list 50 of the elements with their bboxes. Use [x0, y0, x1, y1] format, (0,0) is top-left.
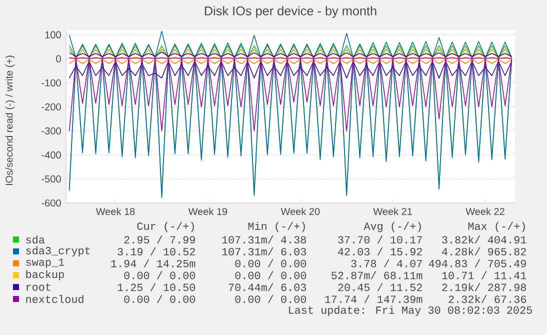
- y-tick-label: -300: [42, 127, 61, 134]
- text: 2.95 / 7.99: [124, 235, 195, 244]
- text: Avg (-/+): [364, 222, 421, 232]
- y-tick-label: 0: [56, 55, 61, 62]
- legend-label: backup: [26, 270, 64, 280]
- x-tick-label: Week 20: [280, 208, 320, 216]
- text: 0.00 / 0.00: [124, 271, 196, 280]
- text: 17.74 / 147.39m: [325, 294, 422, 303]
- text: Cur (-/+): [137, 222, 194, 232]
- text: 107.31m/ 4.38: [222, 235, 306, 244]
- text: 70.44m/ 6.03: [228, 283, 306, 292]
- legend-label: nextcloud: [26, 294, 84, 304]
- y-axis-title: IOs/second read (-) / write (+): [5, 56, 15, 186]
- y-tick-label: 100: [45, 31, 61, 38]
- text: 0.00 / 0.00: [235, 259, 306, 268]
- text: 20.45 / 11.52: [338, 283, 422, 292]
- legend-label: root: [26, 283, 50, 291]
- text: 3.78 / 4.07: [351, 259, 422, 268]
- chart-title: Disk IOs per device - by month: [204, 6, 376, 18]
- text: Min (-/+): [248, 222, 305, 232]
- y-tick-label: -200: [42, 103, 61, 110]
- text: 1.25 / 10.50: [118, 283, 196, 292]
- text: 42.03 / 15.92: [338, 247, 422, 256]
- text: 2.19k/ 287.98: [442, 283, 526, 292]
- text: 3.82k/ 404.91: [442, 235, 526, 244]
- y-tick-label: -400: [42, 151, 61, 158]
- legend-label: swap_1: [26, 258, 64, 268]
- text: 2.32k/ 67.36: [448, 294, 526, 303]
- legend-label: sda: [26, 235, 45, 244]
- text: 52.87m/ 68.11m: [332, 271, 422, 280]
- y-tick-label: -100: [42, 79, 61, 86]
- legend-label: sda3_crypt: [26, 246, 90, 256]
- y-tick-label: -500: [42, 175, 61, 183]
- text: 0.00 / 0.00: [235, 294, 306, 303]
- text: 1.94 / 14.25m: [111, 259, 196, 268]
- text: 37.70 / 10.17: [338, 235, 422, 244]
- text: 3.19 / 10.52: [118, 247, 195, 256]
- text: Max (-/+): [468, 222, 525, 232]
- y-tick-label: -600: [42, 199, 61, 207]
- text: 0.00 / 0.00: [235, 271, 306, 280]
- text: 107.31m/ 6.03: [222, 247, 306, 256]
- text: 494.83 / 705.49: [428, 259, 526, 268]
- text: 4.28k/ 965.82: [442, 247, 526, 256]
- x-tick-label: Week 22: [466, 208, 504, 216]
- text: 0.00 / 0.00: [124, 294, 196, 303]
- x-tick-label: Week 18: [96, 208, 135, 216]
- x-tick-label: Week 21: [373, 208, 412, 216]
- text: Last update: Fri May 30 08:02:03 2025: [289, 306, 532, 316]
- text: 10.71 / 11.41: [442, 271, 526, 280]
- x-tick-label: Week 19: [188, 208, 228, 216]
